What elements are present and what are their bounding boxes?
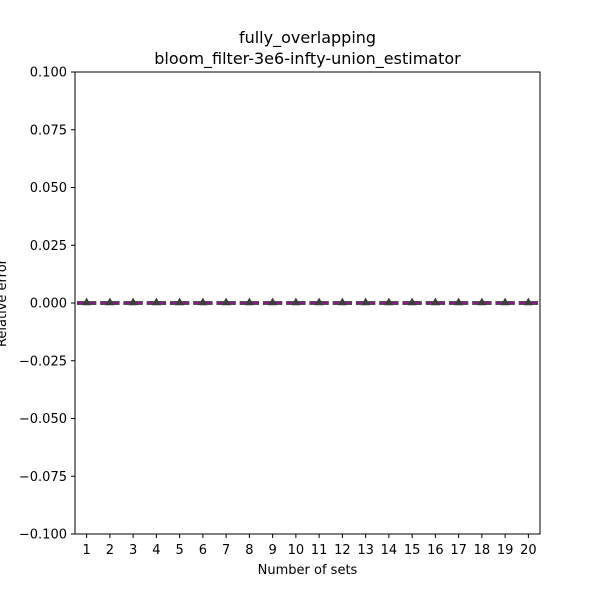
mean-marker xyxy=(244,297,254,306)
y-tick-label: 0.050 xyxy=(30,181,67,196)
x-tick-label: 1 xyxy=(82,543,90,558)
x-tick-label: 5 xyxy=(175,543,183,558)
mean-marker xyxy=(151,297,161,306)
mean-marker xyxy=(337,297,347,306)
y-tick-label: −0.025 xyxy=(19,354,67,369)
mean-marker xyxy=(291,297,301,306)
y-tick-label: 0.075 xyxy=(30,123,67,138)
x-axis-ticks: 1 2 3 4 5 6 7 8 9 10 11 12 13 14 15 16 17 18 19 20 xyxy=(82,534,537,558)
y-axis-ticks: 0.100 0.075 0.050 0.025 0.000 −0.025 −0.050 −0.… xyxy=(19,66,75,543)
y-tick-label: −0.075 xyxy=(19,470,67,485)
chart-title-line2: bloom_filter-3e6-infty-union_estimator xyxy=(154,49,461,69)
x-tick-label: 3 xyxy=(129,543,137,558)
mean-marker xyxy=(105,297,115,306)
mean-marker xyxy=(477,297,487,306)
x-tick-label: 19 xyxy=(497,543,514,558)
mean-marker xyxy=(82,297,92,306)
x-tick-label: 2 xyxy=(106,543,114,558)
mean-marker xyxy=(175,297,185,306)
mean-marker xyxy=(407,297,417,306)
x-tick-label: 18 xyxy=(474,543,491,558)
y-axis-label: Relative error xyxy=(0,258,10,347)
plot-frame xyxy=(74,71,541,535)
mean-marker xyxy=(454,297,464,306)
x-tick-label: 14 xyxy=(381,543,398,558)
y-tick-label: −0.100 xyxy=(19,528,67,543)
x-tick-label: 11 xyxy=(311,543,328,558)
mean-marker xyxy=(523,297,533,306)
y-tick-label: 0.000 xyxy=(30,297,67,312)
mean-marker xyxy=(361,297,371,306)
mean-marker xyxy=(128,297,138,306)
mean-marker xyxy=(500,297,510,306)
mean-marker xyxy=(221,297,231,306)
plot-marks xyxy=(76,297,539,306)
x-tick-label: 9 xyxy=(268,543,276,558)
y-tick-label: 0.100 xyxy=(30,66,67,81)
chart-title-line1: fully_overlapping xyxy=(239,28,376,48)
y-tick-label: −0.050 xyxy=(19,412,67,427)
x-tick-label: 8 xyxy=(245,543,253,558)
mean-marker xyxy=(198,297,208,306)
x-axis-label: Number of sets xyxy=(258,563,358,578)
mean-marker xyxy=(430,297,440,306)
x-tick-label: 17 xyxy=(450,543,467,558)
x-tick-label: 20 xyxy=(520,543,537,558)
x-tick-label: 15 xyxy=(404,543,421,558)
x-tick-label: 6 xyxy=(199,543,207,558)
mean-marker xyxy=(314,297,324,306)
x-tick-label: 4 xyxy=(152,543,160,558)
x-tick-label: 13 xyxy=(357,543,374,558)
mean-marker xyxy=(384,297,394,306)
x-tick-label: 7 xyxy=(222,543,230,558)
x-tick-label: 16 xyxy=(427,543,444,558)
mean-marker xyxy=(268,297,278,306)
y-tick-label: 0.025 xyxy=(30,239,67,254)
x-tick-label: 12 xyxy=(334,543,351,558)
x-tick-label: 10 xyxy=(288,543,305,558)
